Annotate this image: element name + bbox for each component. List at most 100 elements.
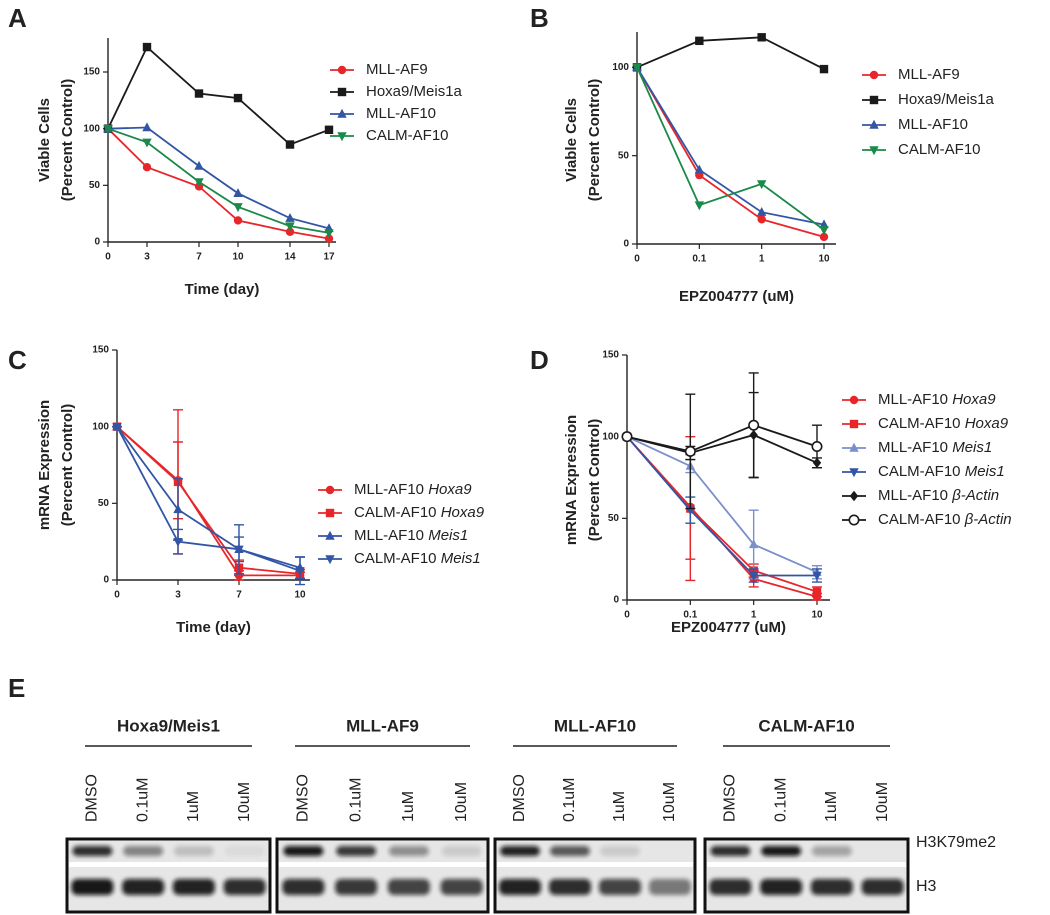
marker: [142, 138, 152, 148]
legend-label: Hoxa9/Meis1a: [366, 83, 463, 100]
x-tick-label: 14: [284, 252, 296, 263]
marker: [337, 132, 347, 142]
marker: [621, 431, 633, 443]
x-axis-label: EPZ004777 (uM): [679, 288, 794, 305]
marker: [337, 87, 347, 97]
marker: [233, 188, 243, 197]
marker: [103, 124, 113, 134]
marker: [142, 42, 152, 52]
marker: [325, 485, 335, 495]
band: [811, 846, 852, 856]
band: [224, 846, 265, 856]
marker: [234, 545, 244, 555]
marker: [233, 93, 243, 103]
x-tick-label: 10: [294, 590, 306, 601]
band: [388, 846, 429, 856]
x-tick-label: 7: [236, 590, 242, 601]
x-tick-label: 0: [105, 252, 111, 263]
blot-divider: [279, 862, 486, 867]
band: [441, 846, 482, 856]
y-axis-label: mRNA Expression: [563, 415, 580, 545]
group-label: MLL-AF10: [554, 716, 636, 735]
y-tick-label: 100: [83, 123, 100, 134]
x-tick-label: 10: [232, 252, 244, 263]
marker: [819, 232, 829, 242]
lane-label: 0.1uM: [134, 778, 151, 822]
marker: [324, 229, 334, 239]
lane-label: 1uM: [400, 791, 417, 822]
legend-label: MLL-AF10 β-Actin: [878, 487, 999, 504]
y-tick-label: 50: [98, 498, 110, 509]
lane-label: 1uM: [185, 791, 202, 822]
series-line: [116, 426, 301, 569]
band: [173, 846, 214, 856]
series-line: [636, 36, 825, 70]
lane-label: DMSO: [511, 774, 528, 822]
y-tick-label: 0: [623, 239, 629, 250]
y-tick-label: 0: [94, 237, 100, 248]
y-tick-label: 50: [89, 180, 101, 191]
band: [440, 879, 483, 895]
lane-label: 0.1uM: [561, 778, 578, 822]
x-tick-label: 0: [114, 590, 120, 601]
y-axis-label: (Percent Control): [586, 419, 603, 542]
marker: [325, 530, 335, 540]
legend-label: MLL-AF9: [898, 66, 960, 83]
marker: [295, 567, 305, 576]
series-line: [107, 45, 330, 146]
y-tick-label: 150: [92, 345, 109, 356]
marker: [869, 95, 879, 105]
marker: [695, 36, 704, 46]
marker: [324, 125, 334, 134]
x-tick-label: 1: [751, 610, 757, 621]
band: [709, 879, 752, 895]
marker: [869, 119, 879, 129]
legend-label: CALM-AF10: [366, 127, 449, 144]
x-tick-label: 10: [818, 254, 830, 265]
marker: [869, 70, 879, 80]
x-axis-label: Time (day): [176, 619, 251, 636]
marker: [324, 234, 334, 243]
legend-label: CALM-AF10 Hoxa9: [878, 415, 1009, 432]
band: [599, 879, 641, 895]
marker: [849, 468, 859, 478]
band: [223, 879, 266, 895]
legend-label: CALM-AF10 Meis1: [878, 463, 1005, 480]
marker: [142, 163, 152, 172]
marker: [325, 508, 335, 518]
band: [600, 846, 640, 856]
x-tick-label: 3: [175, 590, 181, 601]
marker: [819, 64, 829, 74]
band: [123, 846, 164, 856]
series-line: [107, 128, 330, 240]
marker: [848, 514, 860, 526]
x-tick-label: 10: [811, 610, 823, 621]
series-line: [636, 66, 825, 226]
lane-label: 1uM: [611, 791, 628, 822]
band: [710, 846, 751, 856]
y-tick-label: 50: [608, 513, 620, 524]
marker: [194, 160, 204, 170]
lane-label: DMSO: [722, 774, 739, 822]
series-line: [636, 66, 825, 231]
marker: [811, 440, 823, 452]
marker: [325, 555, 335, 565]
panel-label: E: [8, 673, 25, 703]
marker: [756, 180, 767, 190]
blot-divider: [69, 862, 268, 867]
x-tick-label: 0: [624, 610, 630, 621]
lane-label: DMSO: [295, 774, 312, 822]
band: [72, 846, 113, 856]
lane-label: 0.1uM: [772, 778, 789, 822]
x-axis-label: EPZ004777 (uM): [671, 619, 786, 636]
marker: [233, 216, 243, 225]
band: [550, 846, 590, 856]
lane-label: 10uM: [874, 782, 891, 822]
marker: [194, 89, 204, 98]
legend-label: CALM-AF10: [898, 141, 981, 158]
marker: [812, 571, 822, 581]
band: [335, 879, 378, 895]
marker: [285, 222, 295, 232]
lane-label: 10uM: [661, 782, 678, 822]
marker: [849, 490, 859, 502]
